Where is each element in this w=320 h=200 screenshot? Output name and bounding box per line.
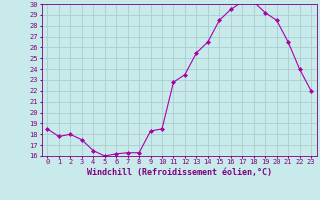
X-axis label: Windchill (Refroidissement éolien,°C): Windchill (Refroidissement éolien,°C) — [87, 168, 272, 177]
